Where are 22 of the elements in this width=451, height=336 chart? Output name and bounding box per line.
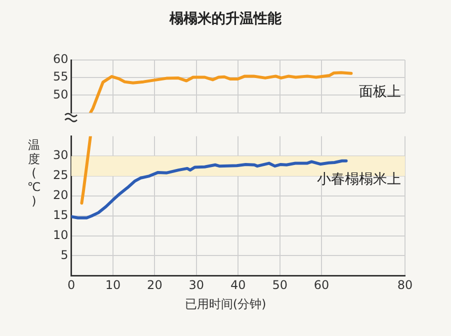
y-tick-label: 55: [52, 70, 68, 84]
y-tick-label: 5: [60, 248, 68, 262]
y-tick-label: 25: [52, 168, 68, 182]
series-label: 面板上: [359, 84, 401, 100]
x-tick-label: 30: [188, 278, 204, 292]
series-label: 小春榻榻米上: [317, 172, 401, 188]
y-tick-label: 15: [52, 208, 68, 222]
x-tick-label: 20: [147, 278, 162, 292]
y-tick-label: 30: [52, 148, 68, 162]
y-axis-title: 温度(℃): [26, 138, 42, 208]
x-tick-label: 0: [67, 278, 76, 292]
y-tick-label: 20: [52, 188, 68, 202]
x-tick-label: 10: [105, 278, 121, 292]
y-tick-label: 50: [52, 87, 68, 102]
x-tick-label: 60: [314, 278, 330, 292]
x-tick-label: 50: [272, 278, 288, 292]
x-tick-label: 80: [397, 278, 413, 292]
x-tick-label: 40: [230, 278, 246, 292]
y-tick-label: 60: [52, 52, 68, 66]
y-tick-label: 10: [52, 228, 68, 242]
chart-title: 榻榻米的升温性能: [168, 10, 282, 28]
x-axis-title: 已用时间(分钟): [184, 296, 268, 313]
